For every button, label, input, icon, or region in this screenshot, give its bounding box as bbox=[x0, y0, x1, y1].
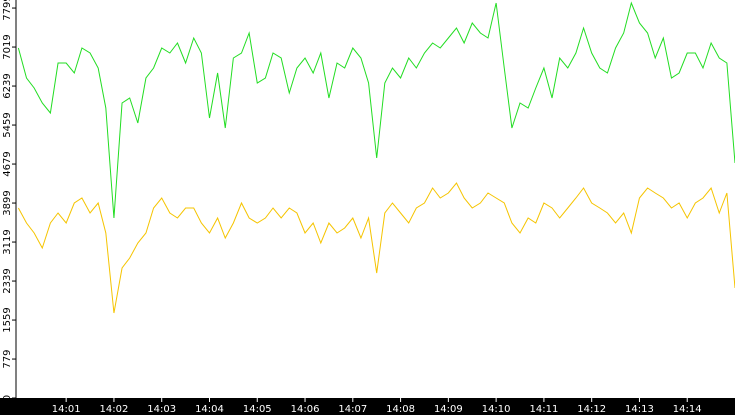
x-tick-label: 14:07 bbox=[338, 404, 367, 415]
y-tick-label: 7799 bbox=[2, 0, 13, 21]
x-tick-label: 14:10 bbox=[482, 404, 511, 415]
y-tick-label: 3119 bbox=[2, 229, 13, 254]
x-tick-label: 14:08 bbox=[386, 404, 415, 415]
y-tick-label: 6239 bbox=[2, 73, 13, 98]
x-tick-label: 14:12 bbox=[577, 404, 606, 415]
x-tick-label: 14:14 bbox=[673, 404, 702, 415]
series-line bbox=[17, 1, 735, 219]
x-tick-label: 14:09 bbox=[434, 404, 463, 415]
x-tick-label: 14:02 bbox=[100, 404, 129, 415]
y-tick-label: 3899 bbox=[2, 190, 13, 215]
y-tick-label: 4679 bbox=[2, 151, 13, 176]
y-tick-label: 7019 bbox=[2, 34, 13, 59]
y-tick-label: 0 bbox=[2, 395, 13, 401]
x-tick-label: 14:04 bbox=[195, 404, 224, 415]
x-tick-label: 14:01 bbox=[52, 404, 81, 415]
x-tick-label: 14:11 bbox=[529, 404, 558, 415]
series-line bbox=[17, 182, 735, 314]
y-tick-label: 779 bbox=[2, 350, 13, 369]
y-tick-label: 1559 bbox=[2, 307, 13, 332]
x-axis-band bbox=[0, 398, 735, 415]
x-tick-label: 14:13 bbox=[625, 404, 654, 415]
x-tick-label: 14:06 bbox=[291, 404, 320, 415]
y-tick-label: 2339 bbox=[2, 268, 13, 293]
x-tick-label: 14:03 bbox=[147, 404, 176, 415]
x-tick-label: 14:05 bbox=[243, 404, 272, 415]
y-tick-label: 5459 bbox=[2, 112, 13, 137]
